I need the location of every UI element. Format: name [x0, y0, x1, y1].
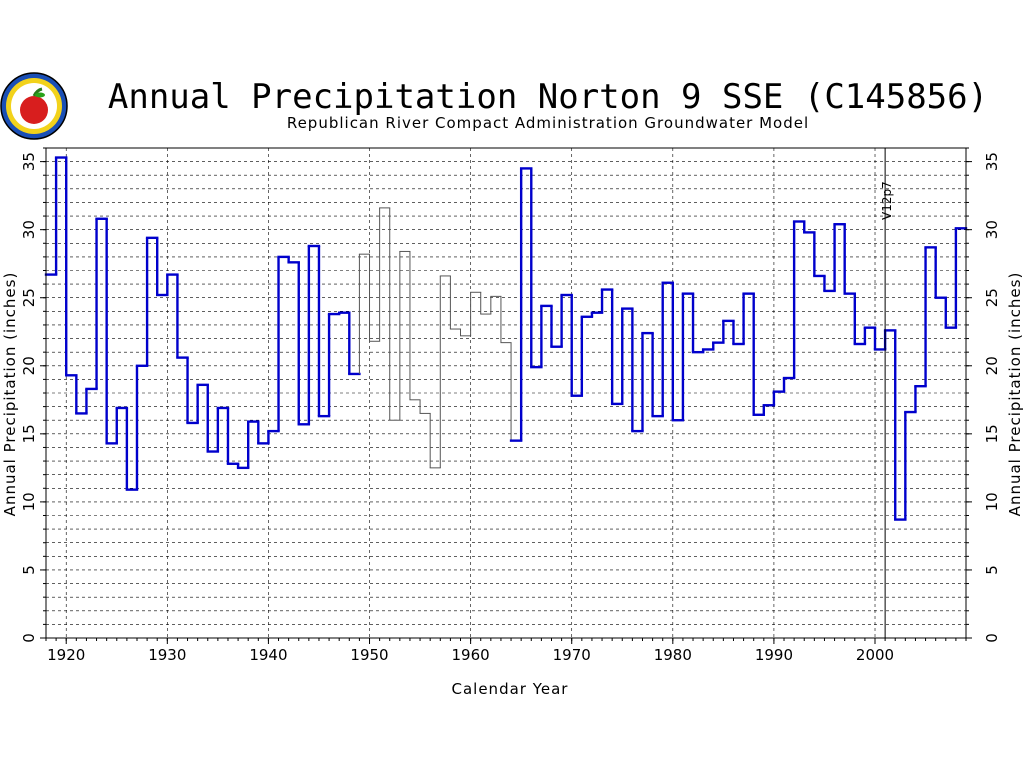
x-tick-label: 1950 — [350, 646, 388, 664]
y-tick-label-left: 5 — [20, 565, 38, 575]
y-tick-label-left: 0 — [20, 633, 38, 643]
y-tick-label-right: 25 — [983, 288, 1001, 307]
y-tick-label-right: 10 — [983, 492, 1001, 511]
x-tick-label: 1930 — [148, 646, 186, 664]
y-tick-label-right: 0 — [983, 633, 1001, 643]
x-tick-label: 1940 — [249, 646, 287, 664]
chart-subtitle: Republican River Compact Administration … — [287, 114, 809, 132]
y-axis-label-left: Annual Precipitation (inches) — [1, 272, 19, 517]
x-tick-label: 1980 — [654, 646, 692, 664]
y-tick-label-left: 10 — [20, 492, 38, 511]
y-tick-label-left: 30 — [20, 220, 38, 239]
y-tick-label-left: 25 — [20, 288, 38, 307]
y-tick-label-left: 35 — [20, 152, 38, 171]
seal-logo-icon — [0, 72, 68, 140]
chart-title: Annual Precipitation Norton 9 SSE (C1458… — [108, 77, 988, 117]
x-tick-label: 2000 — [856, 646, 894, 664]
y-tick-label-right: 20 — [983, 356, 1001, 375]
precipitation-series — [44, 156, 968, 521]
y-tick-label-right: 35 — [983, 152, 1001, 171]
grid-lines — [46, 148, 966, 638]
x-tick-label: 1960 — [452, 646, 490, 664]
x-tick-label: 1920 — [47, 646, 85, 664]
x-axis-label: Calendar Year — [452, 680, 569, 698]
annotation-label: V12p7 — [880, 181, 894, 220]
y-tick-label-right: 5 — [983, 565, 1001, 575]
axes: 1920 1930 1940 1950 1960 1970 1980 1990 2000 0 0 5 5… — [20, 147, 1001, 664]
y-tick-label-right: 30 — [983, 220, 1001, 239]
x-tick-label: 1970 — [553, 646, 591, 664]
y-tick-label-left: 15 — [20, 424, 38, 443]
version-annotation: V12p7 — [880, 148, 894, 638]
y-axis-label-right: Annual Precipitation (inches) — [1006, 272, 1024, 517]
x-tick-label: 1990 — [755, 646, 793, 664]
y-tick-label-right: 15 — [983, 424, 1001, 443]
y-tick-label-left: 20 — [20, 356, 38, 375]
